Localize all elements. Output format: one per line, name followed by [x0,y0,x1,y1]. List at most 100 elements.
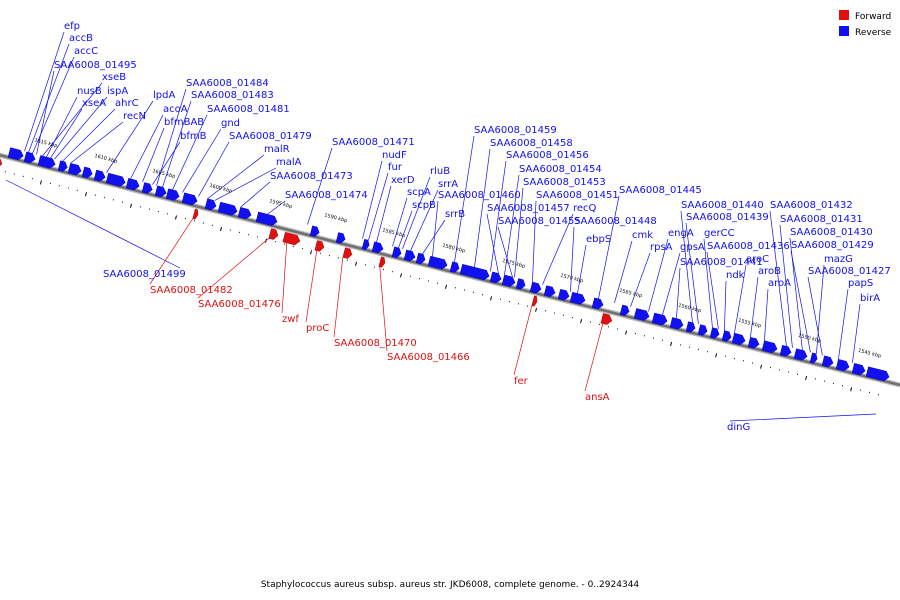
reverse-gene-glyph [619,304,630,317]
gene-leader-line [402,176,431,250]
gene-leader-line [630,252,651,308]
gene-leader-line [198,141,230,197]
forward-gene-label: SAA6008_01476 [198,299,281,310]
reverse-gene-label: SAA6008_01436 [707,241,790,252]
kbp-tick-label: 1610 kbp [94,153,118,165]
gene-leader-line [598,195,620,299]
reverse-gene-glyph [851,363,866,376]
reverse-gene-glyph [415,252,426,265]
legend-reverse-label: Reverse [855,28,892,38]
gene-leader-line [486,213,499,274]
gene-leader-line [182,128,222,193]
reverse-gene-glyph [255,211,278,226]
reverse-gene-glyph [105,172,126,187]
reverse-gene-label: gerCC [704,228,735,239]
forward-gene-label: ansA [585,392,610,403]
reverse-gene-glyph [23,151,36,164]
scale-tick-mark [39,180,42,185]
gene-leader-line [106,100,154,173]
kbp-tick-label: 1575 kbp [502,258,526,270]
kbp-tick-label: 1545 kbp [857,348,881,360]
reverse-gene-glyph [403,249,416,262]
reverse-gene-label: SAA6008_01440 [681,200,764,211]
reverse-gene-label: malA [276,157,302,168]
reverse-gene-label: SAA6008_01474 [285,190,368,201]
reverse-gene-glyph [81,166,93,179]
forward-gene-glyph [192,208,199,220]
reverse-gene-glyph [125,178,140,191]
forward-gene-label: SAA6008_01470 [334,338,417,349]
reverse-gene-label: srrA [438,179,458,190]
gene-leader-line [790,250,811,353]
gene-leader-line [267,200,286,215]
genes-layer [0,147,890,382]
forward-gene-label: fer [514,376,529,387]
scale-tick-mark [220,227,222,232]
reverse-gene-glyph [821,355,834,368]
reverse-gene-label: SAA6008_01455 [498,216,581,227]
reverse-gene-glyph [489,271,502,284]
reverse-gene-label: SAA6008_01456 [506,150,589,161]
forward-gene-glyph [600,313,613,325]
reverse-gene-label: mazG [824,254,853,265]
reverse-gene-glyph [569,291,586,305]
scale-tick-mark [670,341,673,347]
gene-leader-line [750,276,759,338]
reverse-gene-label: birA [860,293,880,304]
scale-tick-mark [760,364,763,369]
reverse-gene-glyph [543,285,556,298]
forward-gene-glyph [268,228,279,240]
legend-forward-label: Forward [855,12,891,22]
gene-leader-line [42,82,103,157]
gene-leader-line [454,135,475,263]
reverse-gene-label: gnd [221,118,240,129]
gene-leader-line [62,108,116,162]
reverse-gene-label: SAA6008_01459 [474,125,557,136]
reverse-gene-label: SAA6008_01441 [680,257,763,268]
reverse-gene-glyph [731,332,746,346]
scale-tick-mark [850,387,853,392]
kbp-tick-label: 1560 kbp [677,303,701,315]
reverse-gene-glyph [529,281,542,294]
reverse-gene-glyph [865,366,890,382]
reverse-gene-label: papS [848,278,873,289]
gene-leader-line [532,200,537,283]
reverse-gene-label: SAA6008_01429 [791,240,874,251]
forward-gene-glyph [531,295,538,307]
gene-leader-line [676,267,681,319]
forward-gene-label: proC [306,323,329,334]
scale-tick-mark [580,319,583,324]
reverse-gene-glyph [217,201,238,216]
reverse-gene-glyph [459,263,490,281]
reverse-gene-glyph [154,185,167,198]
kbp-tick-label: 1550 kbp [797,333,821,345]
scale-tick-mark [625,330,628,335]
reverse-gene-glyph [651,312,668,326]
reverse-gene-glyph [697,324,708,336]
gene-leader-line [207,154,265,200]
reverse-gene-label: aroA [768,278,791,289]
gene-leader-line [50,108,83,159]
reverse-gene-label: nusB [77,86,102,97]
forward-gene-label: zwf [282,314,299,325]
kbp-tick-label: 1590 kbp [324,213,348,225]
gene-leader-line [5,179,181,269]
reverse-gene-label: ahrC [115,98,139,109]
scale-tick-mark [175,215,177,220]
reverse-gene-label: bfmB [180,131,207,142]
scale-tick-mark [490,296,493,301]
gene-leader-line [570,226,575,292]
reverse-gene-label: engA [668,228,694,239]
reverse-gene-label: aroC [746,254,769,265]
reverse-gene-glyph [165,188,180,201]
reverse-gene-glyph [501,274,516,287]
map-caption: Staphylococcus aureus subsp. aureus str.… [261,580,640,590]
reverse-gene-glyph [37,155,56,169]
gene-leader-line [142,127,165,183]
reverse-gene-label: rluB [430,166,450,177]
reverse-gene-label: fur [388,162,403,173]
reverse-gene-label: xerD [391,175,415,186]
scale-tick-mark [84,192,87,197]
kbp-tick-label: 1580 kbp [442,243,466,255]
